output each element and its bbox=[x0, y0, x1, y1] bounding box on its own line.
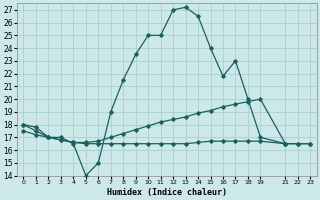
X-axis label: Humidex (Indice chaleur): Humidex (Indice chaleur) bbox=[107, 188, 227, 197]
